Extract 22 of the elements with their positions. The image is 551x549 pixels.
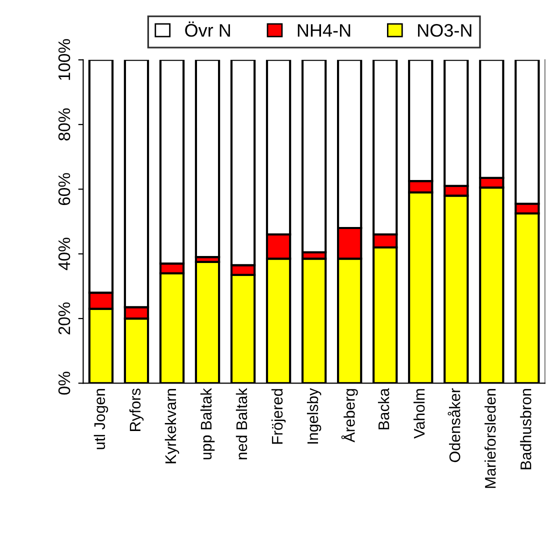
y-tick-label: 20% xyxy=(58,302,70,334)
legend-label: NO3-N xyxy=(418,24,472,37)
x-tick-label: Marieforsleden xyxy=(484,389,496,488)
x-tick-label: Fröjered xyxy=(271,389,286,444)
x-tick-label: Åreberg xyxy=(341,389,358,442)
y-tick-label: 40% xyxy=(58,238,70,270)
x-tick-label: Backa xyxy=(378,388,390,430)
x-tick-label: Badhusbron xyxy=(520,389,532,470)
x-tick-label: upp Baltak xyxy=(200,388,215,460)
x-tick-label: ned Baltak xyxy=(236,388,248,460)
x-tick-label: Ryfors xyxy=(129,388,144,431)
y-tick-label: 100% xyxy=(58,39,70,80)
legend-label: NH4-N xyxy=(298,24,350,37)
x-tick-label: Vaholm xyxy=(414,389,425,439)
x-tick-label: Odensåker xyxy=(448,388,460,462)
y-tick-label: 80% xyxy=(58,108,70,140)
y-tick-label: 60% xyxy=(58,173,70,206)
legend-label: Övr N xyxy=(185,22,230,37)
x-tick-label: utl Jogen xyxy=(94,389,108,450)
y-tick-label: 0% xyxy=(58,372,70,395)
x-tick-label: Ingelsby xyxy=(306,388,322,444)
x-tick-label: Kyrkekvarn xyxy=(164,389,180,464)
